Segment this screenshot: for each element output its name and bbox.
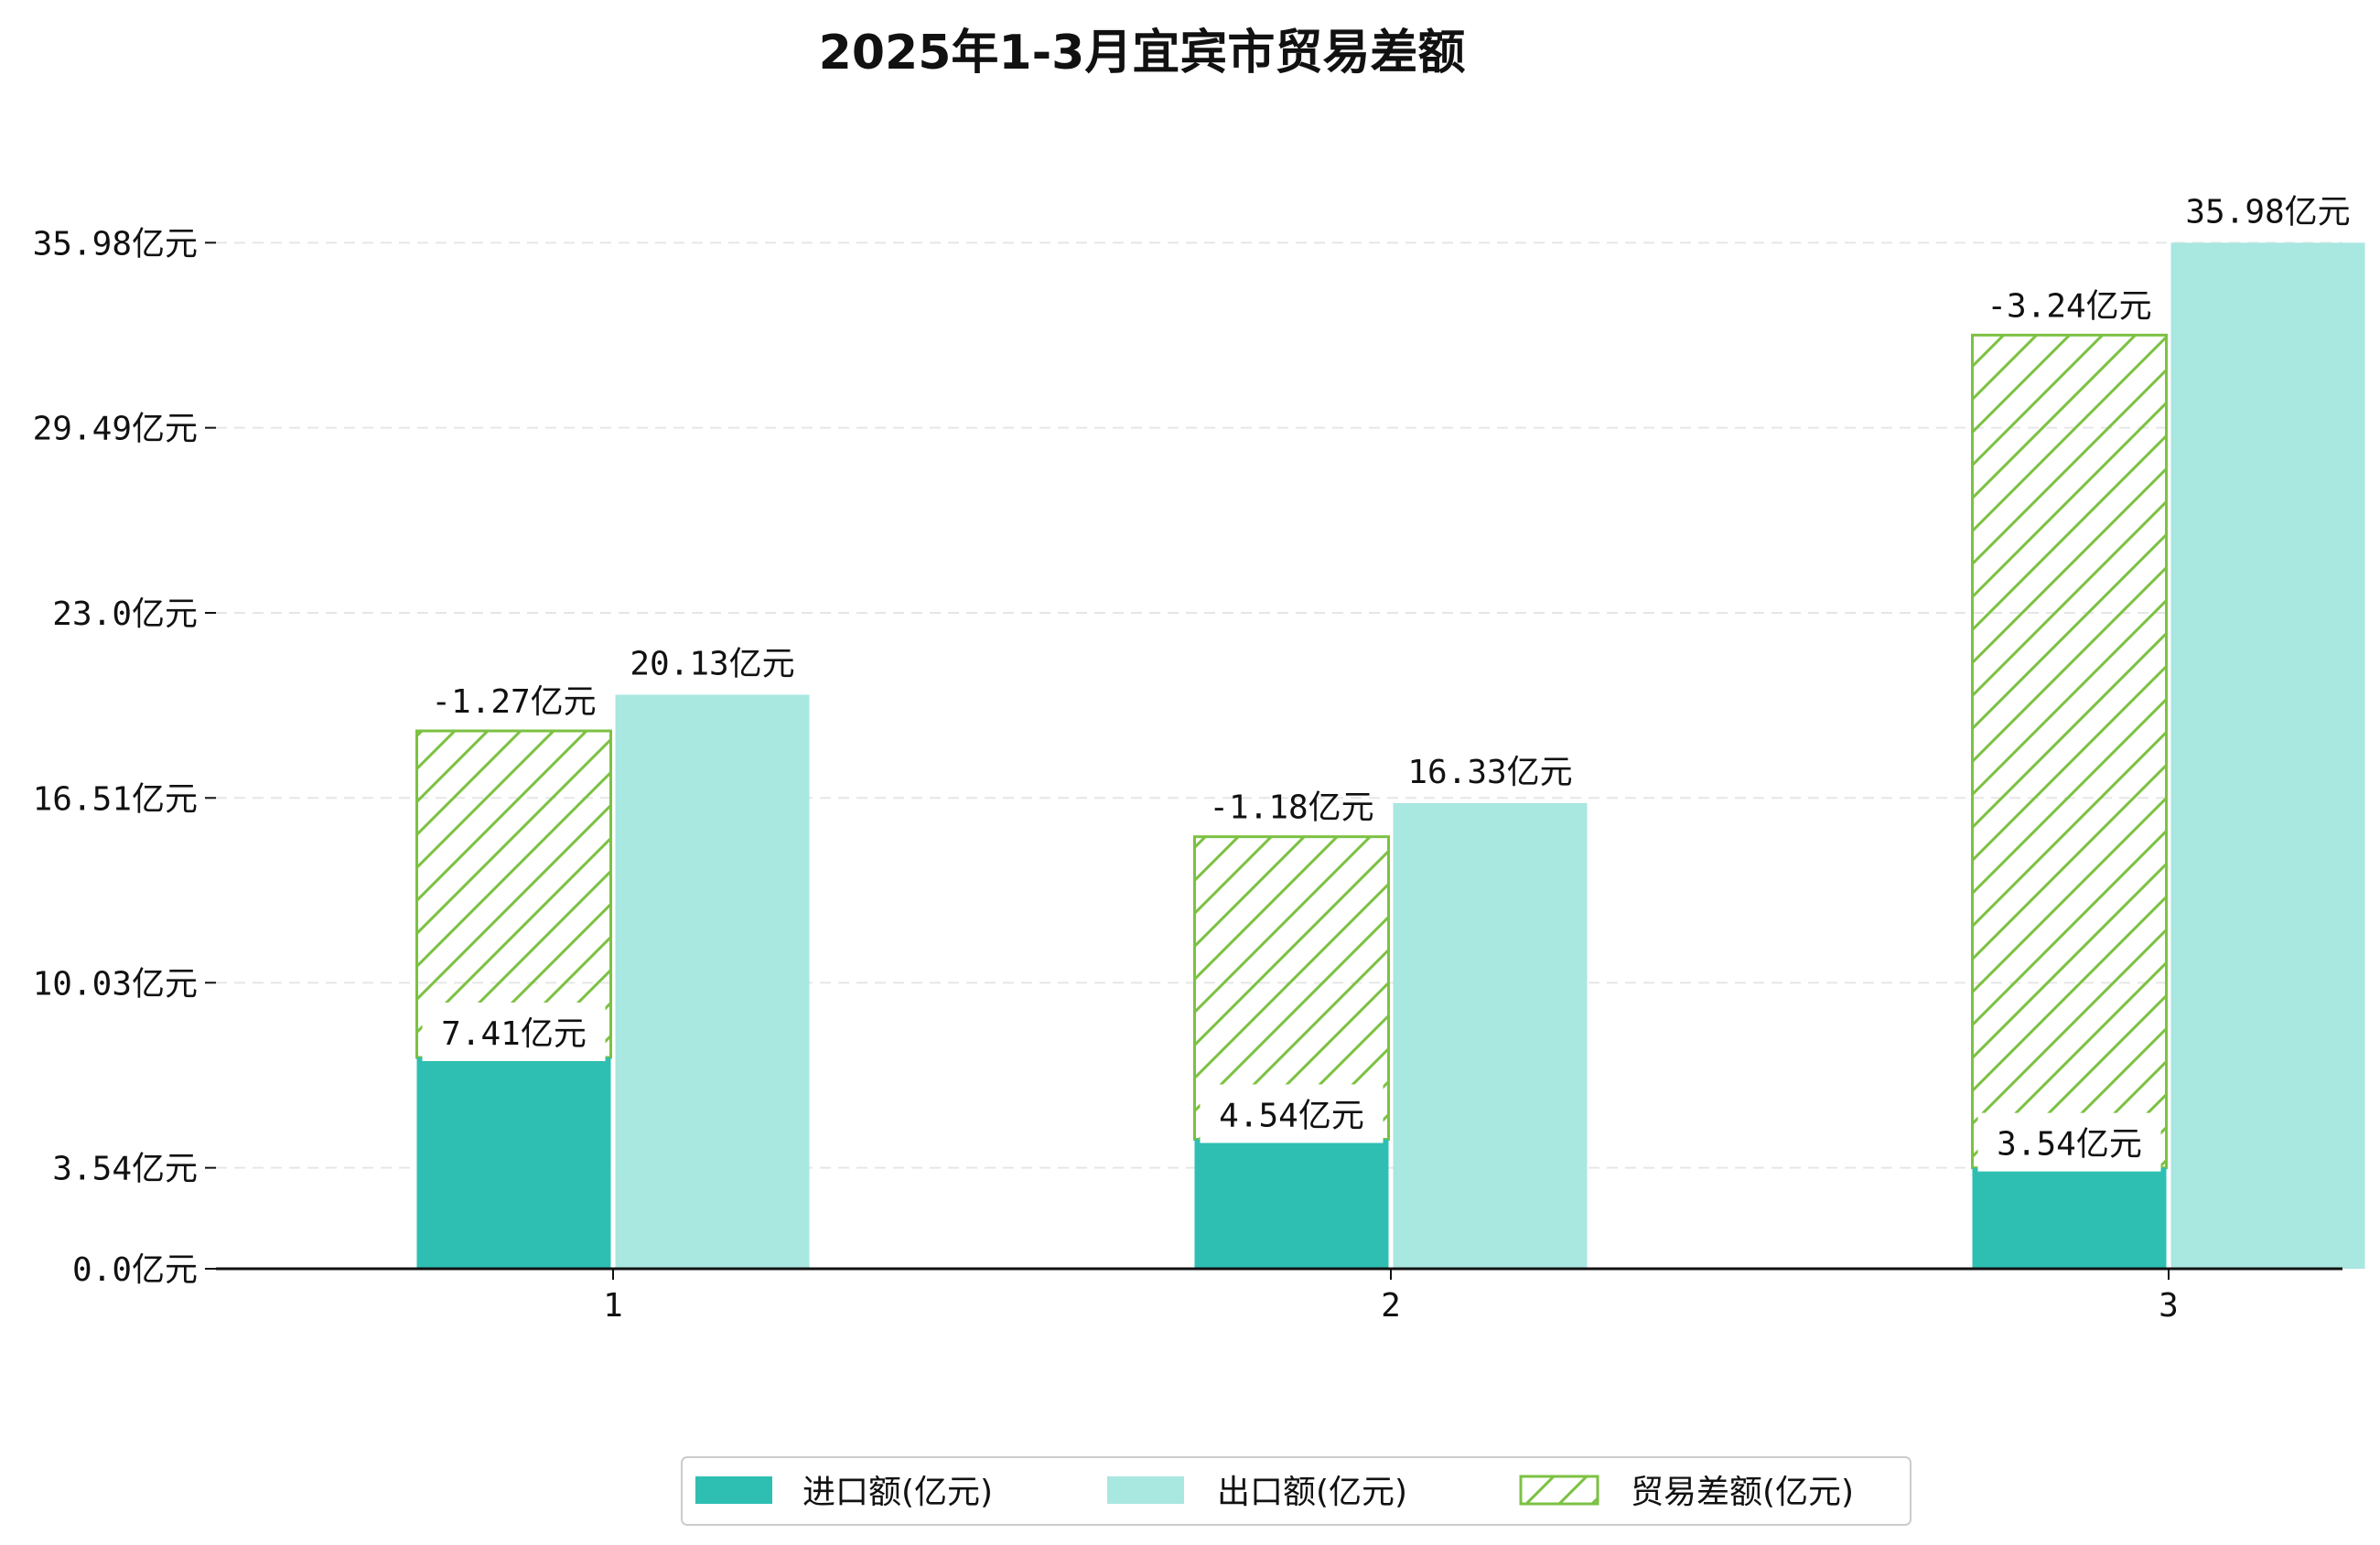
legend-frame xyxy=(681,1456,1912,1526)
import-label: 3.54亿元 xyxy=(1997,1126,2142,1164)
x-tick-label: 2 xyxy=(1381,1287,1401,1325)
balance-label: -1.27亿元 xyxy=(431,683,596,721)
bar-export-3[interactable] xyxy=(2170,242,2365,1269)
x-tick-label: 3 xyxy=(2159,1287,2179,1325)
bars xyxy=(415,242,2365,1269)
export-label: 20.13亿元 xyxy=(630,645,794,682)
balance-label: -3.24亿元 xyxy=(1987,287,2151,325)
y-tick-label: 3.54亿元 xyxy=(52,1151,198,1188)
import-label-bg xyxy=(422,1002,606,1061)
y-tick-label: 35.98亿元 xyxy=(33,225,198,263)
legend-label-import[interactable]: 进口额(亿元) xyxy=(802,1474,993,1511)
bar-export-2[interactable] xyxy=(1393,802,1588,1269)
bar-export-1[interactable] xyxy=(615,694,810,1269)
bar-import-3[interactable] xyxy=(1972,1167,2167,1269)
y-tick-label: 0.0亿元 xyxy=(72,1251,198,1289)
legend-swatch-balance xyxy=(1519,1475,1599,1506)
legend-swatch-export xyxy=(1107,1476,1184,1504)
import-label-bg xyxy=(1200,1084,1384,1143)
y-tick-label: 10.03亿元 xyxy=(33,965,198,1003)
chart-title: 2025年1-3月宜宾市贸易差额 xyxy=(819,26,1466,80)
bar-import-1[interactable] xyxy=(416,1057,611,1269)
x-tick-label: 1 xyxy=(603,1287,623,1325)
axes: 0.0亿元 3.54亿元 10.03亿元 16.51亿元 23.0亿元 29.49亿元 35… xyxy=(33,225,2342,1325)
y-tick-label: 16.51亿元 xyxy=(33,780,198,818)
import-label: 7.41亿元 xyxy=(441,1015,587,1053)
balance-label: -1.18亿元 xyxy=(1209,789,1373,827)
legend-label-balance[interactable]: 贸易差额(亿元) xyxy=(1631,1474,1854,1511)
y-tick-label: 23.0亿元 xyxy=(52,595,198,633)
bar-import-2[interactable] xyxy=(1194,1139,1389,1269)
data-labels: 7.41亿元 -1.27亿元 20.13亿元 4.54亿元 -1.18亿元 16.33亿元… xyxy=(422,193,2351,1172)
import-label-bg xyxy=(1977,1112,2161,1172)
legend-label-export[interactable]: 出口额(亿元) xyxy=(1217,1474,1407,1511)
bar-balance-3[interactable] xyxy=(1971,333,2168,1170)
y-tick-label: 29.49亿元 xyxy=(33,411,198,448)
import-label: 4.54亿元 xyxy=(1219,1097,1364,1134)
legend-swatch-import xyxy=(695,1476,772,1504)
legend: 进口额(亿元) 出口额(亿元) 贸易差额(亿元) xyxy=(681,1456,1912,1526)
export-label: 35.98亿元 xyxy=(2185,193,2350,231)
export-label: 16.33亿元 xyxy=(1407,754,1572,791)
